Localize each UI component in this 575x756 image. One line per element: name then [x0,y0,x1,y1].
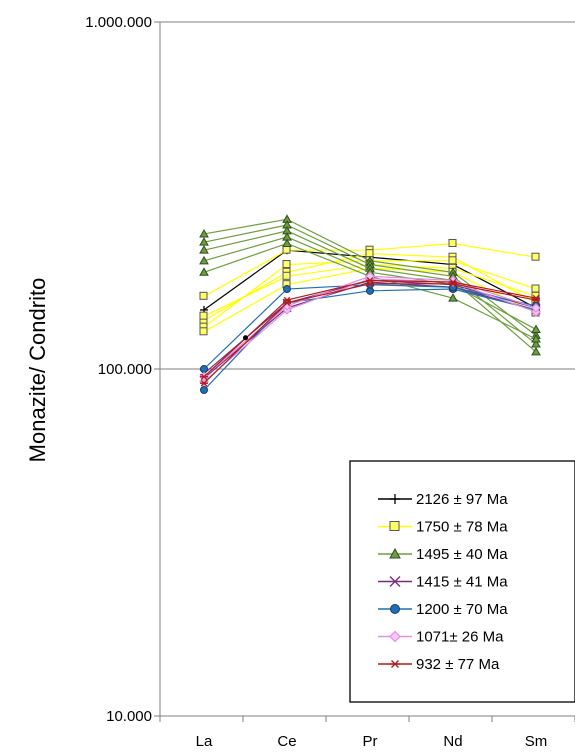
data-point [199,267,209,276]
series-group [199,214,541,394]
data-point [282,245,291,254]
legend-entry: 1495 ± 40 Ma [378,546,508,563]
data-point [531,334,541,343]
x-tick-label: Nd [443,733,462,750]
data-point [531,346,541,356]
axes [154,21,575,722]
legend-label: 2126 ± 97 Ma [416,491,508,508]
data-point [282,260,291,269]
legend-label: 1495 ± 40 Ma [416,546,508,563]
data-point [389,521,400,531]
data-point [448,293,458,302]
legend: 2126 ± 97 Ma 1750 ± 78 Ma 1495 ± 40 Ma 1415… [349,460,575,703]
data-point [199,327,208,336]
legend-entry: 1415 ± 41 Ma [378,574,508,591]
data-point [389,576,401,587]
data-point [531,303,541,313]
data-point [531,252,540,261]
y-tick-label: 1.000.000 [85,14,152,31]
series-6 [200,277,540,387]
data-point [531,324,541,333]
data-point [200,373,208,380]
data-point [199,311,208,320]
x-tick-label: Ce [277,733,296,750]
data-point [531,284,540,293]
data-point [389,630,401,643]
y-tick-label: 10.000 [106,708,152,725]
x-tick-label: La [196,733,213,750]
data-point [390,494,400,504]
data-point [283,296,291,304]
data-point [199,291,208,300]
legend-label: 1750 ± 78 Ma [416,519,508,536]
data-point [390,660,400,668]
data-point [448,238,457,247]
legend-label: 1071± 26 Ma [416,629,504,646]
y-axis-title: Monazite/ Condrito [25,278,50,463]
legend-entry: 932 ± 77 Ma [378,656,500,673]
legend-label: 932 ± 77 Ma [416,656,500,673]
legend-entry: 1071± 26 Ma [378,629,504,646]
data-point [532,294,540,302]
data-point [283,285,291,294]
data-point [282,271,291,280]
data-point [200,379,208,387]
data-point [200,385,208,394]
legend-label: 1415 ± 41 Ma [416,574,508,591]
data-point [199,255,209,265]
legend-entry: 1750 ± 78 Ma [378,519,508,536]
data-point [366,277,374,284]
x-tick-label: Pr [363,733,378,750]
data-point [389,547,401,559]
legend-label: 1200 ± 70 Ma [416,601,508,618]
x-tick-labels: La Ce Pr Nd Sm [196,733,548,750]
x-tick-label: Sm [525,733,548,750]
y-tick-label: 100.000 [98,361,152,378]
data-point [282,238,292,247]
data-point [282,301,292,311]
data-point [365,249,374,258]
data-point [199,245,209,254]
y-tick-labels: 1.000.000 100.000 10.000 [85,14,152,725]
data-point [243,335,248,341]
data-point [448,256,457,265]
legend-entry: 2126 ± 97 Ma [378,491,508,508]
data-point [200,365,208,373]
legend-entry: 1200 ± 70 Ma [378,601,508,618]
data-point [199,228,209,238]
data-point [390,604,400,614]
data-point [449,278,457,286]
